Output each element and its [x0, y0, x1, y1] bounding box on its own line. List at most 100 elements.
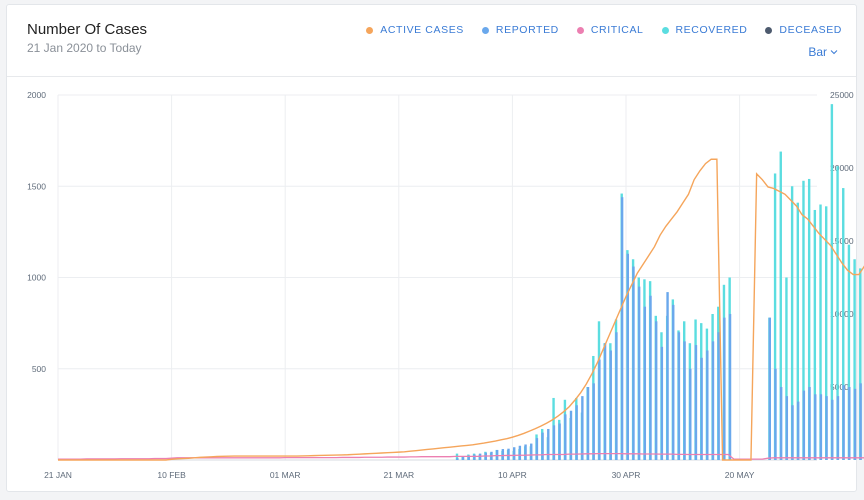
bar-reported	[706, 350, 709, 460]
bar-reported	[774, 368, 777, 460]
bar-reported	[819, 394, 823, 460]
x-tick-label: 30 APR	[612, 470, 641, 480]
bar-reported	[643, 306, 647, 460]
bar-reported	[598, 359, 601, 460]
bar-reported	[547, 428, 550, 460]
bar-reported	[564, 414, 567, 460]
y-left-tick-label: 2000	[27, 90, 46, 100]
x-tick-label: 20 MAY	[725, 470, 755, 480]
bar-reported	[649, 295, 652, 460]
legend-item-deceased[interactable]: DECEASED	[765, 24, 842, 36]
bar-reported	[689, 368, 692, 460]
y-right-tick-label: 10000	[830, 309, 854, 319]
bar-reported	[626, 253, 629, 460]
legend-dot-icon	[661, 26, 669, 34]
bar-reported	[507, 448, 510, 460]
legend-item-critical[interactable]: CRITICAL	[576, 24, 644, 36]
bar-reported	[632, 266, 635, 460]
bar-recovered	[842, 188, 845, 460]
bar-reported	[541, 432, 544, 460]
bar-reported	[518, 445, 522, 460]
x-tick-label: 10 APR	[498, 470, 527, 480]
bar-reported	[524, 444, 527, 460]
bar-reported	[592, 383, 595, 460]
bar-reported	[603, 343, 607, 460]
bar-reported	[660, 346, 664, 460]
y-right-tick-label: 25000	[830, 90, 854, 100]
bar-recovered	[836, 166, 839, 461]
bar-reported	[853, 388, 857, 460]
bar-reported	[779, 387, 783, 460]
y-right-tick-label: 15000	[830, 236, 854, 246]
bar-reported	[535, 438, 539, 460]
legend-label: RECOVERED	[675, 24, 748, 36]
legend-label: ACTIVE CASES	[380, 24, 464, 36]
bar-recovered	[813, 209, 817, 460]
bar-reported	[575, 405, 578, 460]
chart-legend: ACTIVE CASES REPORTED CRITICAL RECOVERED…	[348, 24, 842, 36]
bar-reported	[836, 396, 840, 460]
bar-reported	[814, 394, 817, 460]
chart-date-range: 21 Jan 2020 to Today	[27, 41, 142, 55]
bar-reported	[609, 350, 612, 460]
y-left-tick-label: 1000	[27, 273, 46, 283]
bar-reported	[501, 449, 505, 460]
bar-reported	[825, 396, 828, 460]
legend-label: CRITICAL	[590, 24, 644, 36]
bar-reported	[655, 321, 658, 460]
bar-reported	[842, 385, 845, 460]
bar-reported	[808, 387, 811, 460]
bar-reported	[848, 387, 851, 460]
bar-recovered	[796, 202, 799, 461]
bar-reported	[461, 456, 465, 460]
bar-recovered	[819, 204, 822, 460]
bar-reported	[859, 383, 862, 460]
bar-recovered	[790, 186, 794, 460]
bar-reported	[785, 396, 789, 460]
bar-reported	[552, 425, 556, 460]
legend-dot-icon	[765, 26, 773, 34]
bar-reported	[513, 447, 516, 460]
y-right-tick-label: 5000	[830, 382, 849, 392]
bar-recovered	[853, 259, 856, 460]
chart-type-label: Bar	[808, 45, 827, 59]
bar-reported	[473, 454, 476, 460]
bar-recovered	[773, 173, 777, 460]
bar-reported	[456, 458, 459, 460]
legend-item-recovered[interactable]: RECOVERED	[661, 24, 748, 36]
bar-reported	[728, 314, 732, 460]
legend-item-reported[interactable]: REPORTED	[481, 24, 559, 36]
bar-recovered	[779, 151, 782, 460]
y-left-tick-label: 500	[32, 364, 46, 374]
legend-label: REPORTED	[495, 24, 559, 36]
bar-reported	[723, 317, 726, 460]
bar-recovered	[830, 104, 834, 460]
y-right-tick-label: 20000	[830, 163, 854, 173]
bar-recovered	[802, 180, 805, 460]
bar-reported	[694, 345, 698, 460]
bar-reported	[791, 405, 794, 460]
x-tick-label: 21 MAR	[383, 470, 414, 480]
bar-recovered	[859, 268, 862, 460]
bar-reported	[672, 304, 675, 460]
x-tick-label: 10 FEB	[157, 470, 186, 480]
chevron-down-icon	[830, 50, 838, 55]
legend-item-active-cases[interactable]: ACTIVE CASES	[366, 24, 464, 36]
chart-title: Number Of Cases	[27, 21, 148, 38]
bar-reported	[700, 357, 703, 460]
bar-reported	[581, 396, 584, 460]
bar-reported	[666, 292, 669, 460]
bar-recovered	[785, 277, 788, 460]
chart-type-dropdown[interactable]: Bar	[808, 45, 838, 59]
bar-reported	[530, 443, 533, 460]
bar-reported	[637, 286, 641, 460]
bar-reported	[558, 423, 561, 460]
legend-label: DECEASED	[779, 24, 842, 36]
bar-reported	[802, 390, 806, 460]
bar-recovered	[807, 178, 811, 460]
line-active-cases	[58, 158, 864, 461]
bar-reported	[717, 332, 720, 460]
bar-reported	[831, 399, 834, 460]
bar-reported	[768, 317, 771, 460]
